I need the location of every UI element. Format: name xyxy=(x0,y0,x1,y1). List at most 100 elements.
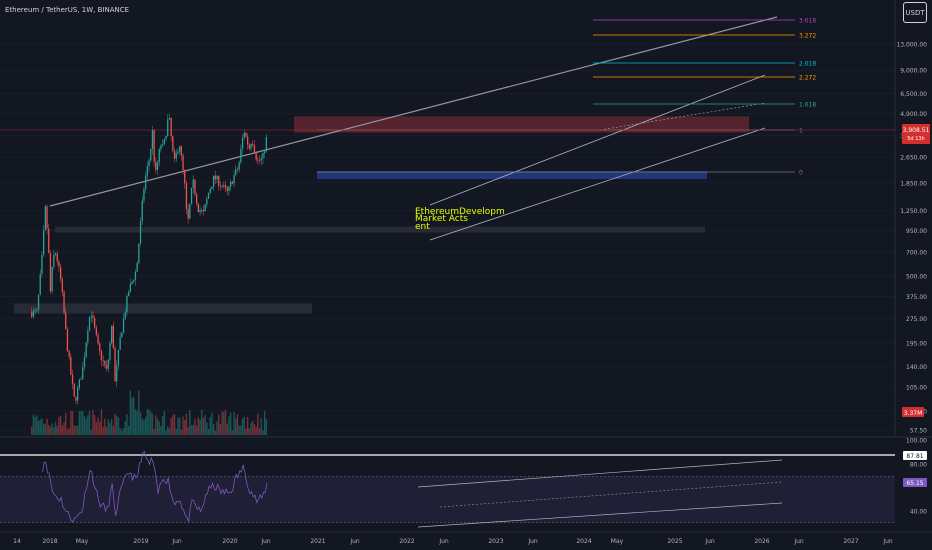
volume-bar xyxy=(168,428,171,435)
volume-bar xyxy=(37,420,40,435)
fib-label: 2.272 xyxy=(799,75,816,82)
volume-bar xyxy=(192,424,194,435)
candle xyxy=(260,158,262,161)
volume-bar xyxy=(235,418,237,435)
candle xyxy=(97,334,99,344)
candle xyxy=(48,228,50,254)
volume-bar xyxy=(173,413,176,435)
volume-bar xyxy=(228,416,230,435)
candle xyxy=(146,166,148,176)
volume-bar xyxy=(160,425,162,435)
volume-bar xyxy=(221,411,223,435)
candle xyxy=(63,291,65,313)
candle xyxy=(211,186,213,190)
candle xyxy=(134,271,137,280)
volume-bar xyxy=(207,429,210,435)
currency-button[interactable]: USDT xyxy=(903,2,927,23)
candle xyxy=(180,146,182,156)
volume-bar xyxy=(80,410,82,435)
volume-bar xyxy=(63,422,65,435)
volume-bar xyxy=(178,417,181,435)
candle xyxy=(187,209,189,219)
candle xyxy=(71,374,74,385)
candle xyxy=(158,149,160,163)
volume-bar xyxy=(150,411,152,435)
volume-bar xyxy=(156,418,159,435)
candle xyxy=(80,379,82,380)
candle xyxy=(148,160,150,167)
volume-bar xyxy=(214,430,217,435)
volume-bar xyxy=(158,421,160,435)
last-price-tag xyxy=(902,124,930,144)
volume-bar xyxy=(39,419,41,435)
volume-bar xyxy=(167,426,169,435)
candle xyxy=(226,187,228,191)
candle xyxy=(54,253,57,255)
candle xyxy=(248,144,250,149)
volume-bar xyxy=(83,416,86,435)
volume-bar xyxy=(44,424,47,435)
rsi-tick-label: 40.00 xyxy=(910,509,927,516)
candle xyxy=(224,185,227,188)
candle xyxy=(119,337,121,350)
volume-bar xyxy=(265,419,268,435)
candle xyxy=(95,327,97,335)
volume-bar xyxy=(138,390,140,435)
volume-bar xyxy=(82,411,84,435)
volume-bar xyxy=(224,409,227,435)
candle xyxy=(160,145,162,150)
volume-bar xyxy=(163,410,166,435)
price-tick-label: 4,900.00 xyxy=(900,111,927,118)
time-tick-label: 2023 xyxy=(488,538,503,545)
candle xyxy=(201,210,203,211)
candle xyxy=(39,273,41,295)
candle xyxy=(209,189,211,194)
volume-bar xyxy=(175,428,177,435)
candle xyxy=(216,176,218,180)
candle xyxy=(56,253,58,262)
candle xyxy=(250,143,252,149)
volume-bar xyxy=(141,418,143,435)
time-tick-label: Jun xyxy=(438,538,449,545)
volume-bar xyxy=(165,430,167,435)
candle xyxy=(107,359,109,369)
long-trendline xyxy=(49,16,778,207)
volume-bar xyxy=(56,425,58,435)
volume-tag xyxy=(902,407,924,417)
candle xyxy=(121,332,123,338)
candle xyxy=(185,183,188,210)
time-tick-label: 2019 xyxy=(133,538,148,545)
candle xyxy=(245,132,247,137)
candle xyxy=(37,294,40,310)
volume-bar xyxy=(216,421,218,435)
volume-bar xyxy=(226,423,228,435)
mid-zone xyxy=(55,226,705,233)
volume-bar xyxy=(241,418,244,435)
candle xyxy=(109,343,111,360)
volume-bar xyxy=(34,417,36,435)
price-tick-label: 275.00 xyxy=(906,316,927,323)
volume-bar xyxy=(187,426,189,435)
volume-bar xyxy=(143,420,145,435)
candle xyxy=(223,185,225,187)
candle xyxy=(138,243,140,263)
rsi-current-tag xyxy=(903,478,927,487)
candle xyxy=(53,254,55,267)
volume-bar xyxy=(119,428,121,435)
volume-bar xyxy=(66,429,69,435)
candle xyxy=(204,204,206,212)
price-tick-label: 57.50 xyxy=(910,428,927,435)
price-tick-label: 1,250.00 xyxy=(900,208,927,215)
supply-zone xyxy=(294,116,749,133)
candle xyxy=(105,365,108,369)
volume-bar xyxy=(199,419,201,435)
candle xyxy=(231,181,233,184)
candle xyxy=(214,175,216,180)
candle xyxy=(41,254,43,274)
time-tick-label: 2021 xyxy=(310,538,325,545)
volume-bar xyxy=(32,414,35,435)
volume-bar xyxy=(100,409,103,435)
volume-bar xyxy=(151,413,154,435)
volume-bar xyxy=(146,409,149,435)
